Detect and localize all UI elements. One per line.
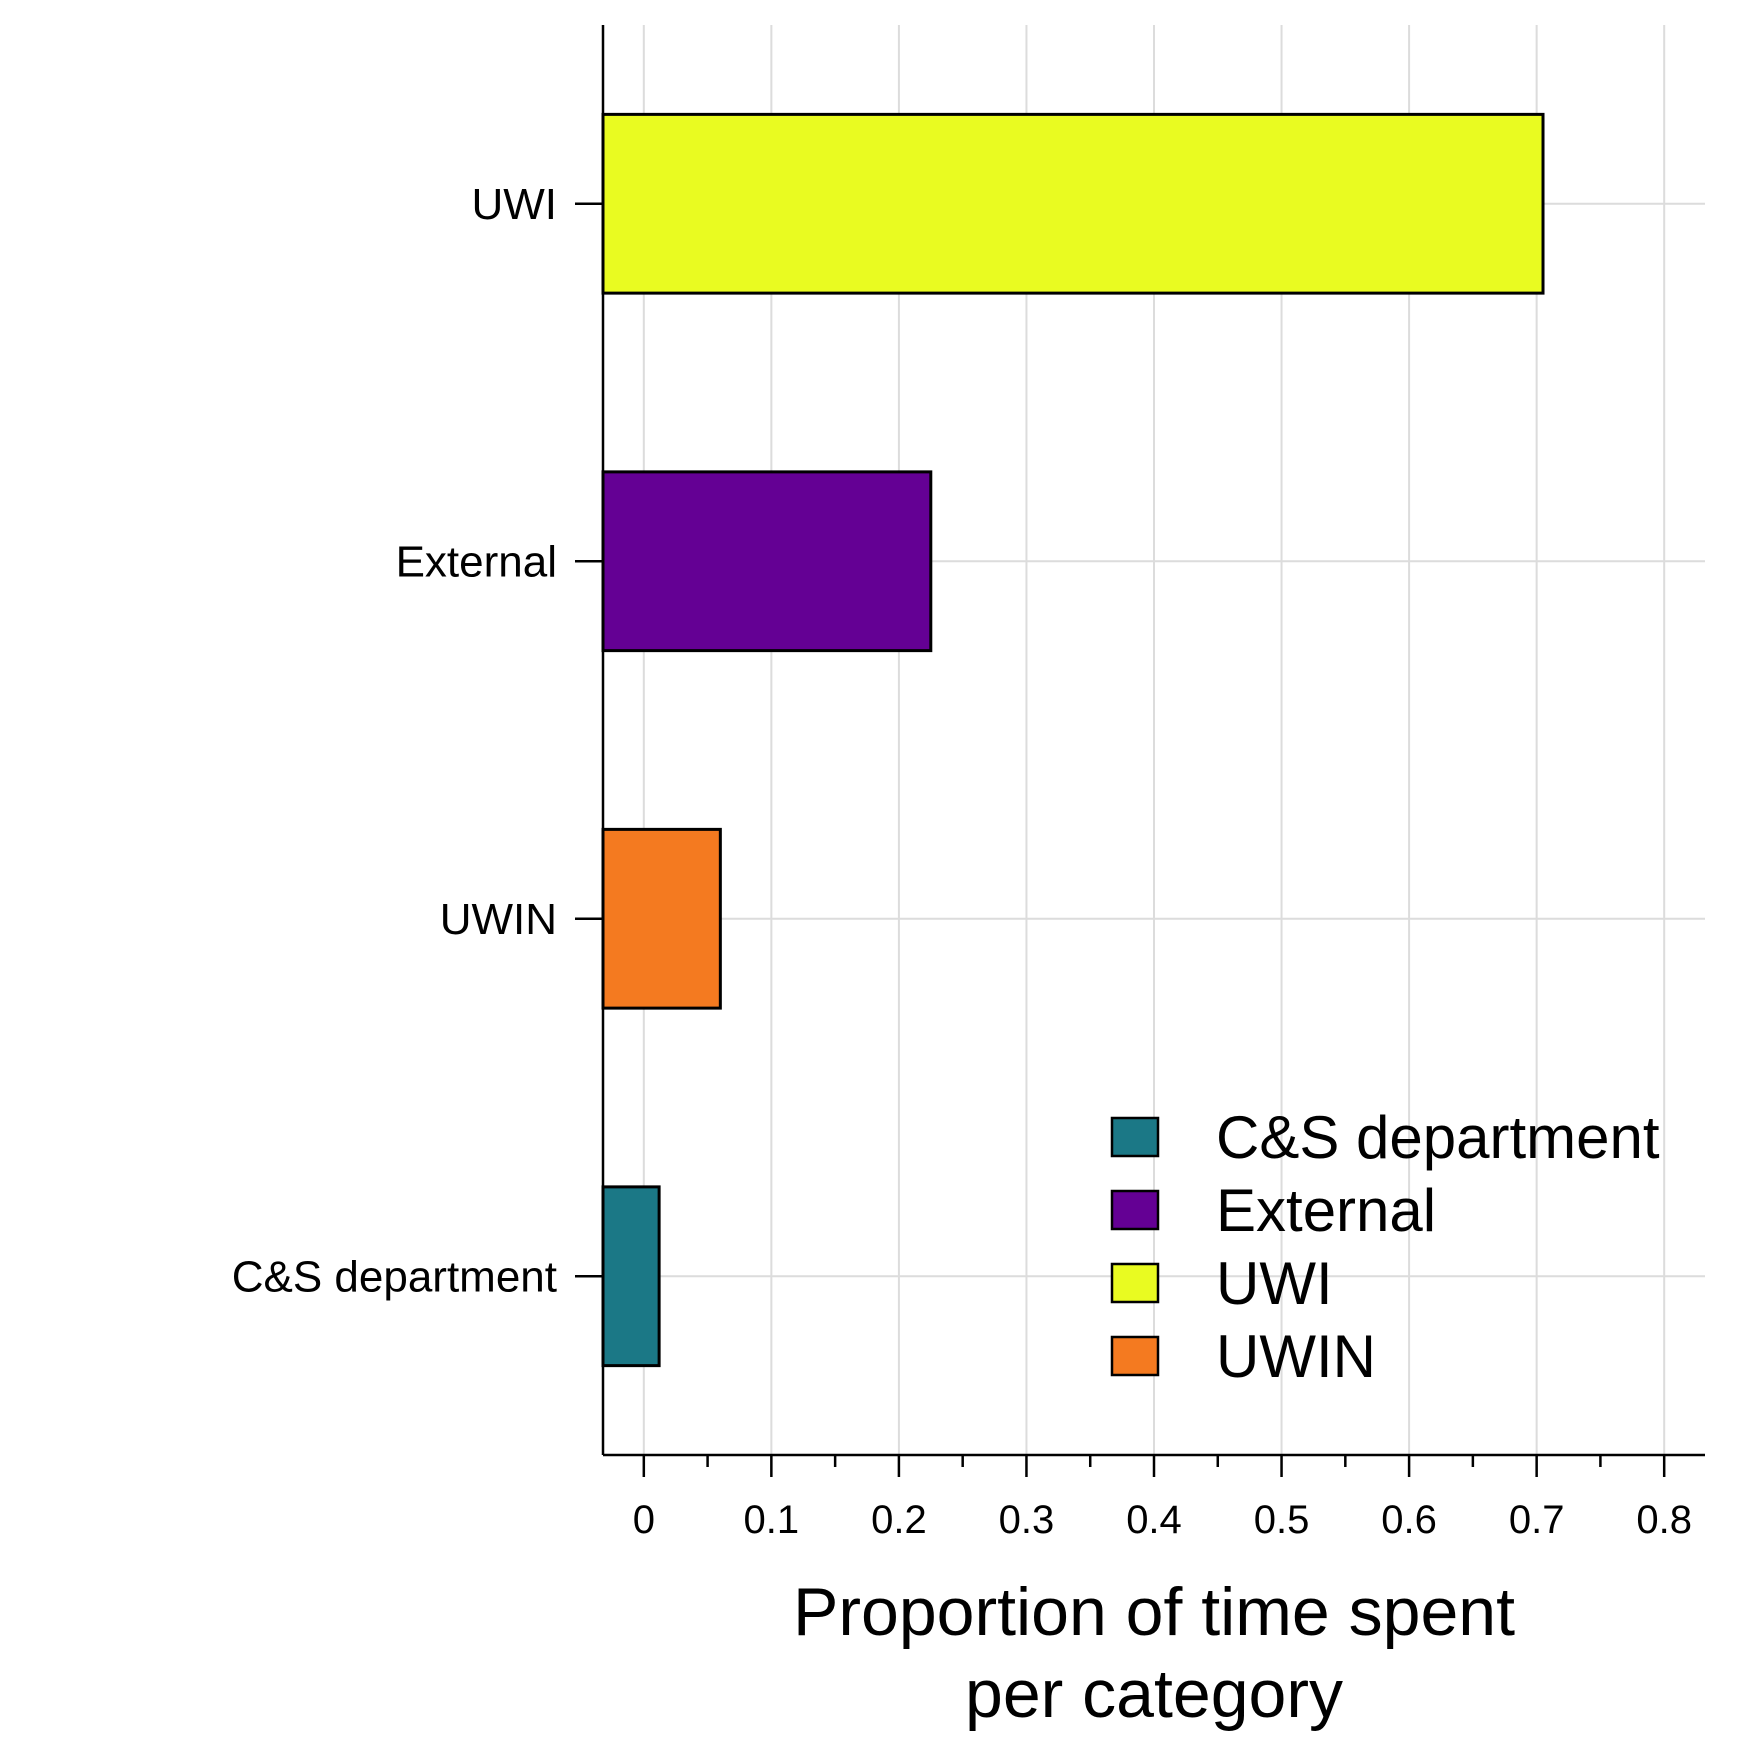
x-axis-title-line: Proportion of time spent — [793, 1574, 1515, 1650]
x-axis-title-line: per category — [965, 1656, 1343, 1732]
legend-label: External — [1216, 1177, 1436, 1244]
bar-uwi — [601, 112, 1545, 295]
bar-external — [601, 470, 933, 653]
legend-swatch — [1110, 1262, 1160, 1304]
bar-c-s-department — [601, 1185, 661, 1368]
x-tick-label: 0 — [633, 1498, 655, 1542]
x-tick-label: 0.2 — [871, 1498, 927, 1542]
x-tick-label: 0.6 — [1381, 1498, 1437, 1542]
x-axis-title: Proportion of time spent per category — [793, 1574, 1515, 1732]
x-tick-label: 0.1 — [744, 1498, 800, 1542]
x-tick-label: 0.7 — [1509, 1498, 1565, 1542]
category-label: External — [396, 537, 557, 586]
legend-swatch — [1110, 1189, 1160, 1231]
x-tick-label: 0.5 — [1254, 1498, 1310, 1542]
category-label: UWIN — [440, 895, 557, 944]
legend-swatch — [1110, 1116, 1160, 1158]
legend-label: C&S department — [1216, 1104, 1660, 1171]
bars — [601, 112, 1545, 1368]
legend-label: UWIN — [1216, 1323, 1376, 1390]
x-tick-label: 0.8 — [1636, 1498, 1692, 1542]
category-label: C&S department — [232, 1252, 557, 1301]
y-axis-ticks: C&S department UWIN External UWI — [232, 180, 603, 1301]
bar-uwin — [601, 827, 722, 1010]
category-label: UWI — [471, 180, 557, 229]
legend-label: UWI — [1216, 1250, 1333, 1317]
legend-swatch — [1110, 1335, 1160, 1377]
x-tick-label: 0.3 — [999, 1498, 1055, 1542]
x-tick-label: 0.4 — [1126, 1498, 1182, 1542]
x-axis-ticks: 0 0.1 0.2 0.3 0.4 0.5 0.6 0.7 0.8 — [633, 1455, 1692, 1542]
